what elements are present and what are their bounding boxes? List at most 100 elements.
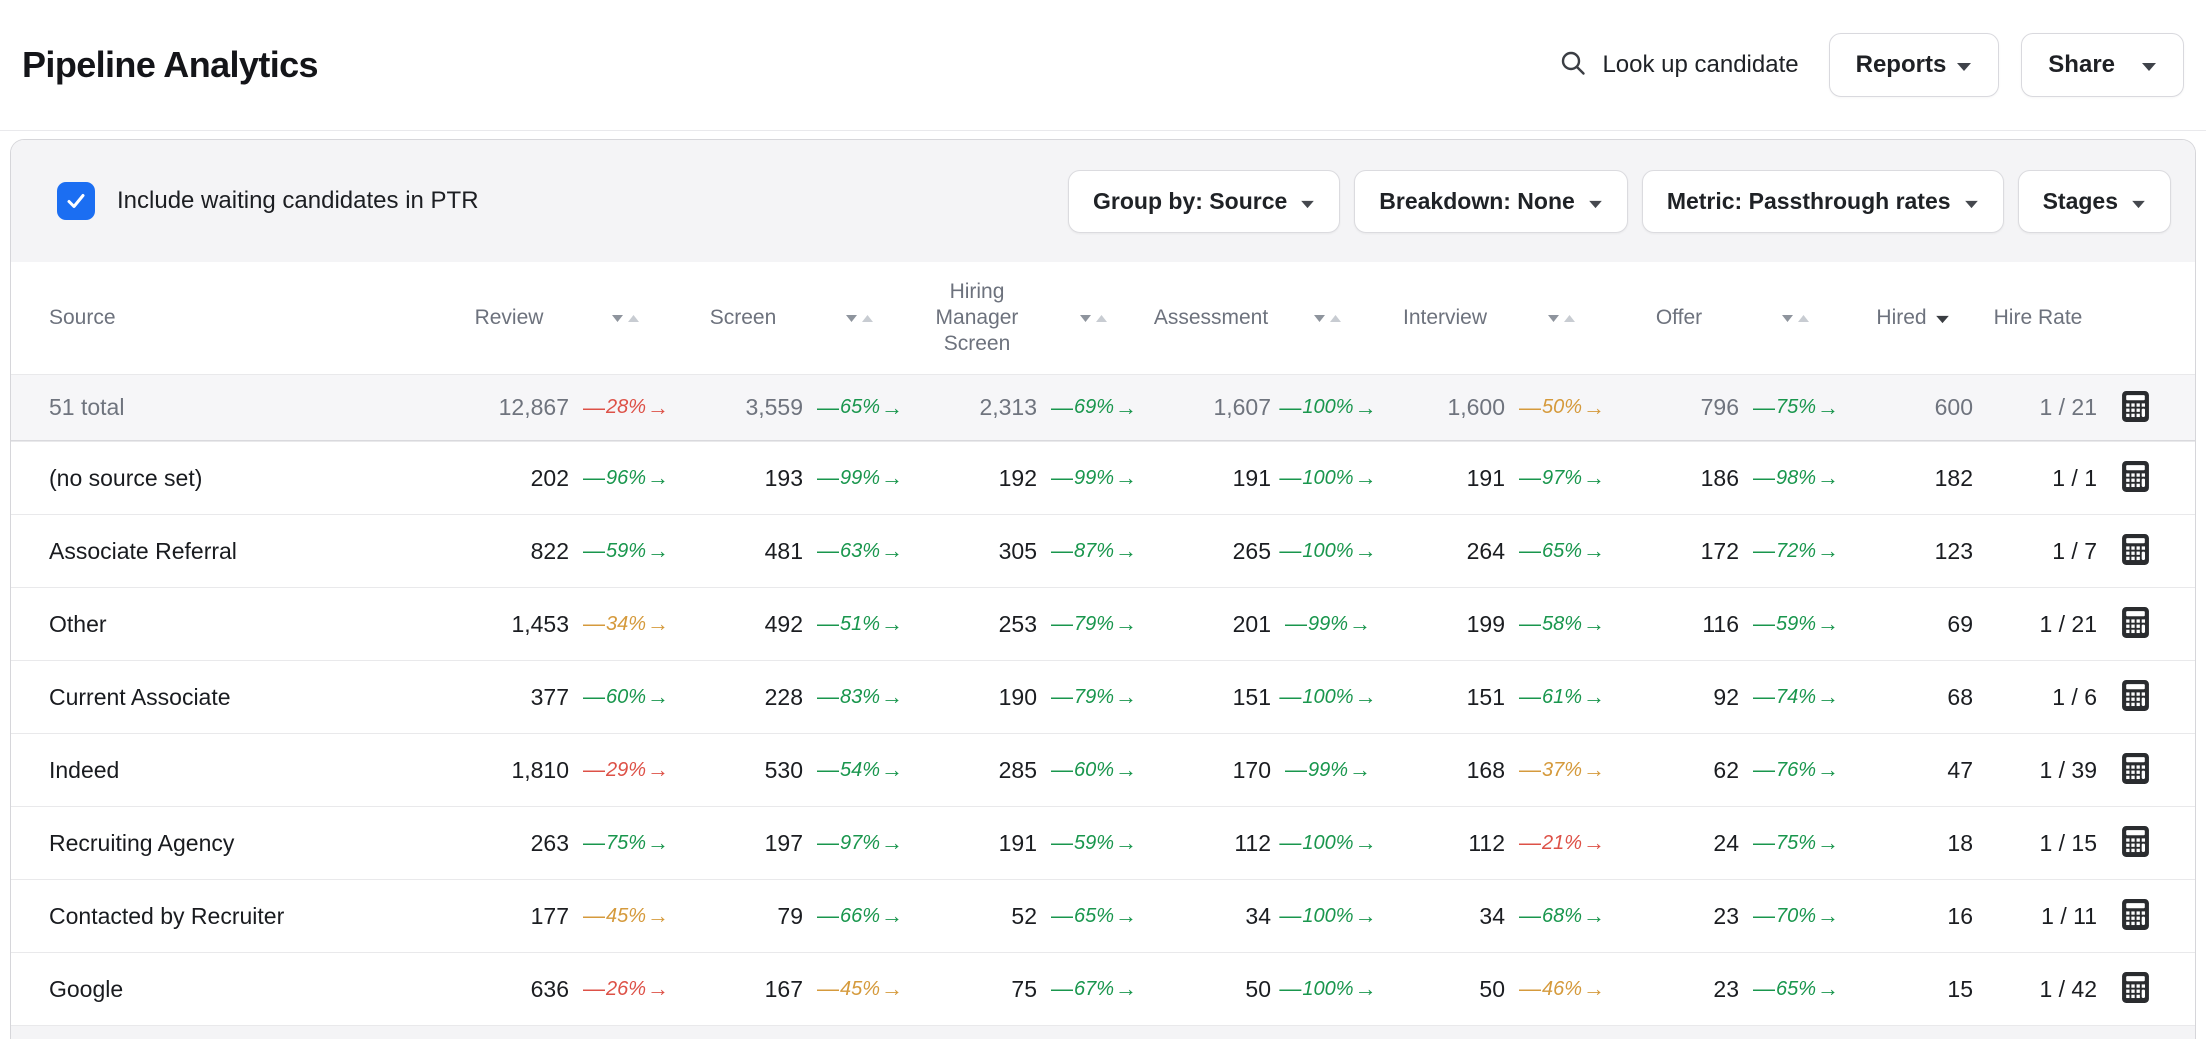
share-button[interactable]: Share [2021,33,2184,97]
stage-value-cell: 47 [1947,756,1973,783]
group-by-dropdown[interactable]: Group by: Source [1068,169,1341,233]
stage-value-cell: 636 [530,975,569,1002]
sort-icons[interactable] [1271,313,1385,324]
source-cell: Google [49,975,124,1002]
metric-dropdown[interactable]: Metric: Passthrough rates [1641,169,2004,233]
table-row: Other 1,453 —34% → 492 —51% → 253 —79% → 201 —99% → 1… [11,587,2195,660]
stage-value-cell: 600 [1934,394,1973,420]
stages-dropdown[interactable]: Stages [2017,169,2171,233]
passthrough-rate: —59% → [1050,830,1138,855]
stage-value-cell: 62 [1713,756,1739,783]
include-waiting-checkbox[interactable] [57,182,95,220]
top-bar: Pipeline Analytics Look up candidate Rep… [0,0,2206,131]
stage-value-cell: 530 [764,756,803,783]
passthrough-rate: —61% → [1518,684,1606,709]
stage-value-cell: 34 [1479,902,1505,929]
passthrough-rate: —99% → [1050,465,1138,490]
column-header-screen[interactable]: Screen [709,305,777,329]
passthrough-rate: —65% → [1518,538,1606,563]
breakdown-dropdown[interactable]: Breakdown: None [1354,169,1628,233]
passthrough-rate: —37% → [1518,757,1606,782]
source-cell: 51 total [49,394,125,420]
passthrough-rate: —75% → [582,830,670,855]
calculator-button[interactable] [2103,534,2167,568]
stage-value-cell: 305 [998,537,1037,564]
passthrough-rate: —98% → [1752,465,1840,490]
calculator-button[interactable] [2103,680,2167,714]
hire-rate-cell: 1 / 7 [2052,537,2097,564]
passthrough-rate: —97% → [816,830,904,855]
candidate-search[interactable]: Look up candidate [1551,39,1806,92]
calculator-button[interactable] [2103,753,2167,787]
passthrough-rate: —99% → [816,465,904,490]
analytics-panel: Include waiting candidates in PTR Group … [10,139,2196,1039]
passthrough-rate: —100% → [1279,538,1377,563]
stage-value-cell: 1,810 [511,756,569,783]
sort-icons[interactable] [1739,313,1853,324]
passthrough-rate: —100% → [1279,465,1377,490]
chevron-down-icon [2131,188,2146,215]
table-row: Indeed 1,810 —29% → 530 —54% → 285 —60% → 170 —99% →… [11,733,2195,806]
breakdown-label: Breakdown: None [1379,187,1575,214]
passthrough-rate: —21% → [1518,830,1606,855]
column-header-hired[interactable]: Hired [1853,306,1973,330]
stage-value-cell: 68 [1947,683,1973,710]
checkmark-icon [67,194,85,208]
column-header-label: Hired [1876,306,1927,329]
stage-value-cell: 186 [1700,464,1739,491]
passthrough-rate: —99% → [1284,611,1372,636]
sort-icons[interactable] [569,313,683,324]
stage-value-cell: 265 [1232,537,1271,564]
stage-value-cell: 377 [530,683,569,710]
hire-rate-cell: 1 / 21 [2039,394,2097,420]
stage-value-cell: 191 [1232,464,1271,491]
passthrough-rate: —79% → [1050,684,1138,709]
stage-value-cell: 228 [764,683,803,710]
calculator-button[interactable] [2103,972,2167,1006]
column-header-review[interactable]: Review [474,305,544,329]
chevron-down-icon [2141,51,2157,79]
column-header-source: Source [49,306,116,329]
column-header-offer[interactable]: Offer [1655,305,1703,329]
calculator-icon [2121,461,2149,495]
calculator-button[interactable] [2103,390,2167,425]
calculator-button[interactable] [2103,607,2167,641]
source-cell: (no source set) [49,464,203,491]
passthrough-rate: —72% → [1752,538,1840,563]
hire-rate-cell: 1 / 42 [2039,975,2097,1002]
column-header-interview[interactable]: Interview [1402,305,1488,329]
stage-value-cell: 168 [1466,756,1505,783]
calculator-button[interactable] [2103,461,2167,495]
source-cell: Current Associate [49,683,231,710]
column-header-assessment[interactable]: Assessment [1153,305,1269,329]
calculator-button[interactable] [2103,826,2167,860]
stage-value-cell: 1,607 [1213,394,1271,420]
stage-value-cell: 202 [530,464,569,491]
sort-desc-icon [1935,306,1950,330]
sort-icons[interactable] [803,313,917,324]
stages-label: Stages [2042,187,2118,214]
reports-button-label: Reports [1855,51,1947,78]
include-waiting-control[interactable]: Include waiting candidates in PTR [57,182,479,220]
calculator-button[interactable] [2103,899,2167,933]
reports-button[interactable]: Reports [1828,33,2000,97]
hire-rate-cell: 1 / 11 [2041,902,2097,929]
stage-value-cell: 822 [530,537,569,564]
sort-icons[interactable] [1037,313,1151,324]
search-icon [1559,49,1587,82]
chevron-down-icon [1300,188,1315,215]
stage-value-cell: 112 [1234,829,1271,856]
column-header-hiring-manager-screen[interactable]: Hiring Manager Screen [935,279,1019,356]
stage-value-cell: 193 [764,464,803,491]
sort-icons[interactable] [1505,313,1619,324]
stage-value-cell: 23 [1713,902,1739,929]
passthrough-rate: —59% → [1752,611,1840,636]
filter-dropdowns: Group by: Source Breakdown: None Metric:… [1068,169,2171,233]
table-row: Contacted by Recruiter 177 —45% → 79 —66% → 52 —… [11,879,2195,952]
passthrough-rate: —99% → [1284,757,1372,782]
chevron-down-icon [1964,188,1979,215]
page-title: Pipeline Analytics [22,44,319,85]
stage-value-cell: 199 [1466,610,1505,637]
passthrough-rate: —45% → [816,976,904,1001]
stage-value-cell: 112 [1468,829,1505,856]
